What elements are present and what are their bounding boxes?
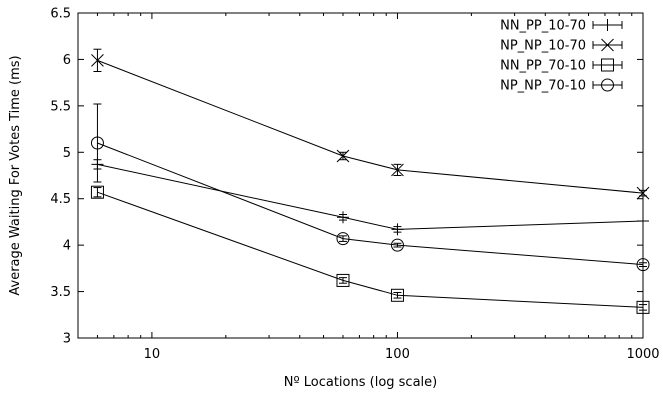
y-tick-label: 3 — [63, 332, 71, 347]
square-marker — [601, 58, 614, 72]
series-NN_PP_10-70 — [91, 158, 649, 236]
legend-label: NN_PP_10-70 — [500, 19, 586, 34]
circle-marker — [336, 232, 350, 246]
square-marker — [90, 185, 104, 199]
y-axis-label: Average Waiting For Votes Time (ms) — [8, 55, 23, 295]
y-tick-label: 5.5 — [50, 99, 71, 114]
cross-marker — [391, 163, 404, 177]
x-tick-label: 10 — [144, 347, 161, 362]
legend-entry: NP_NP_10-70 — [500, 38, 623, 54]
series-line — [97, 191, 644, 308]
circle-marker — [636, 258, 650, 272]
legend-label: NN_PP_70-10 — [500, 59, 586, 74]
circle-marker — [90, 136, 104, 150]
x-axis-label: Nº Locations (log scale) — [284, 375, 437, 390]
series-NN_PP_70-10 — [90, 185, 650, 314]
cross-marker — [336, 149, 350, 163]
square-marker — [390, 288, 404, 302]
x-tick-label: 1000 — [626, 347, 659, 362]
series-NP_NP_10-70 — [91, 48, 650, 200]
series-NP_NP_70-10 — [90, 103, 650, 272]
series-layer — [90, 48, 650, 314]
circle-marker — [601, 78, 614, 92]
axis-ticks: 3 3.5 4 4.5 5 5.5 6 6.5 10 100 1000 — [50, 7, 659, 363]
series-line — [97, 163, 644, 230]
legend-label: NP_NP_70-10 — [500, 79, 586, 94]
y-tick-label: 3.5 — [50, 285, 71, 300]
y-tick-label: 6.5 — [50, 7, 71, 22]
y-tick-label: 6 — [63, 53, 71, 68]
series-line — [97, 59, 644, 194]
legend: NN_PP_10-70 NP_NP_10-70 NN_PP_70-10 NP_NP_7… — [500, 19, 623, 94]
series-line — [97, 142, 644, 266]
y-tick-label: 4.5 — [50, 192, 71, 207]
x-tick-label: 100 — [385, 347, 410, 362]
plot-frame — [77, 12, 644, 339]
legend-entry: NP_NP_70-10 — [500, 78, 623, 94]
square-marker — [636, 300, 650, 314]
circle-marker — [390, 238, 404, 252]
cross-marker — [601, 38, 614, 52]
legend-entry: NN_PP_10-70 — [500, 19, 623, 34]
cross-marker — [91, 54, 104, 67]
legend-label: NP_NP_10-70 — [500, 39, 586, 54]
legend-entry: NN_PP_70-10 — [500, 58, 623, 74]
y-tick-label: 4 — [63, 239, 71, 254]
y-tick-label: 5 — [63, 146, 71, 161]
cross-marker — [636, 186, 650, 200]
square-marker — [336, 273, 350, 287]
